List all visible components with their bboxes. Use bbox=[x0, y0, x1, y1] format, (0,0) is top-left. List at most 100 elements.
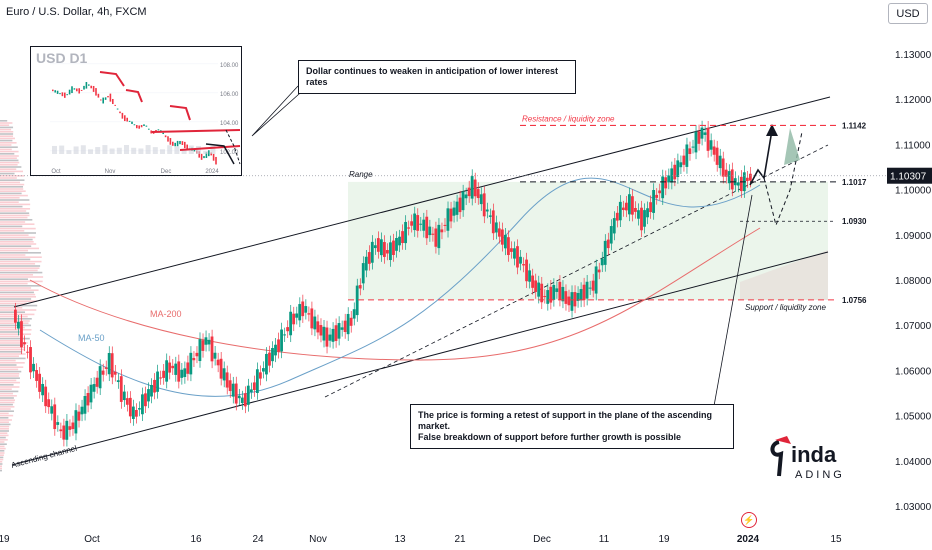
projection-solid bbox=[749, 129, 773, 186]
y-tick-label: 1.08000 bbox=[895, 276, 932, 287]
volume-bar bbox=[0, 353, 26, 355]
candle-body bbox=[286, 327, 290, 332]
inset-volume bbox=[145, 145, 151, 154]
currency-button[interactable]: USD bbox=[888, 3, 928, 24]
volume-bar bbox=[0, 199, 30, 201]
candle-body bbox=[476, 189, 480, 199]
inset-volume bbox=[167, 145, 173, 154]
volume-bar bbox=[0, 375, 19, 377]
volume-bar bbox=[0, 247, 40, 250]
volume-bar bbox=[0, 227, 36, 230]
candle-body bbox=[491, 210, 495, 234]
volume-bar bbox=[0, 337, 30, 340]
volume-bar bbox=[0, 370, 22, 373]
volume-bar bbox=[0, 410, 14, 412]
candle-body bbox=[455, 201, 459, 215]
candle-body bbox=[540, 283, 544, 303]
volume-bar bbox=[0, 430, 10, 432]
candle-body bbox=[47, 399, 51, 408]
inset-candle bbox=[169, 138, 172, 145]
volume-bar bbox=[0, 159, 19, 162]
inset-volume bbox=[66, 150, 72, 154]
volume-bar bbox=[0, 357, 26, 360]
volume-bar bbox=[0, 139, 13, 142]
candle-body bbox=[652, 190, 655, 213]
volume-bar bbox=[0, 241, 34, 243]
volume-bar bbox=[0, 153, 15, 155]
inset-volume bbox=[203, 150, 209, 154]
candle-body bbox=[331, 328, 335, 342]
candle-body bbox=[603, 240, 607, 265]
candle-body bbox=[62, 425, 66, 440]
candle-body bbox=[361, 263, 365, 284]
candle-body bbox=[440, 229, 444, 233]
candle-body bbox=[606, 239, 610, 249]
inset-candle bbox=[138, 125, 140, 129]
candle-body bbox=[367, 252, 371, 264]
candle-body bbox=[437, 224, 441, 249]
logo-text: inda bbox=[791, 442, 837, 467]
candle-body bbox=[53, 404, 57, 430]
inset-candle bbox=[61, 92, 64, 97]
channel-mid bbox=[324, 144, 829, 398]
inset-red-arrow-2 bbox=[125, 89, 143, 103]
volume-bar bbox=[0, 269, 38, 272]
volume-bar bbox=[0, 461, 3, 463]
candle-body bbox=[156, 371, 159, 392]
volume-bar bbox=[0, 172, 15, 175]
candle-body bbox=[413, 213, 417, 231]
candle-body bbox=[192, 357, 196, 361]
candle-body bbox=[128, 397, 132, 417]
top-callout-pointer bbox=[251, 85, 309, 137]
candle-body bbox=[274, 344, 277, 356]
inset-candle bbox=[121, 112, 124, 119]
candle-body bbox=[32, 363, 35, 372]
inset-candle bbox=[104, 97, 107, 100]
bottom-callout-line1: The price is forming a retest of support… bbox=[418, 410, 713, 431]
inset-candle bbox=[193, 149, 196, 152]
y-tick-label: 1.11000 bbox=[895, 140, 931, 151]
inset-candle bbox=[97, 93, 100, 98]
candle-body bbox=[552, 285, 556, 300]
candle-body bbox=[464, 194, 468, 199]
inset-support-line bbox=[179, 145, 241, 151]
inset-red-arrow-3 bbox=[169, 105, 191, 121]
volume-bar bbox=[0, 362, 25, 364]
candle-body bbox=[165, 360, 169, 382]
candle-body bbox=[600, 258, 604, 266]
y-tick-label: 1.13000 bbox=[895, 50, 932, 61]
y-tick-label: 1.03000 bbox=[895, 502, 932, 513]
candle-body bbox=[422, 219, 426, 231]
candle-body bbox=[186, 362, 190, 374]
inset-candle bbox=[186, 144, 188, 150]
inset-candle bbox=[148, 128, 150, 130]
candle-body bbox=[104, 367, 108, 369]
inset-volume bbox=[52, 145, 57, 154]
candle-body bbox=[386, 250, 389, 254]
candle-body bbox=[80, 406, 84, 415]
inset-candle bbox=[80, 89, 83, 91]
lightning-icon[interactable]: ⚡ bbox=[741, 512, 757, 528]
candle-body bbox=[225, 372, 229, 388]
candle-body bbox=[564, 291, 568, 304]
candle-body bbox=[113, 371, 117, 375]
inset-volume bbox=[80, 145, 86, 154]
candle-body bbox=[316, 321, 320, 333]
candle-body bbox=[745, 177, 749, 182]
candle-body bbox=[159, 377, 162, 379]
volume-bar bbox=[0, 302, 27, 305]
candle-body bbox=[280, 329, 283, 352]
candle-body bbox=[694, 131, 698, 153]
inset-volume bbox=[95, 147, 101, 154]
candle-body bbox=[730, 169, 734, 190]
candle-body bbox=[640, 207, 643, 231]
volume-bar bbox=[0, 124, 10, 126]
candle-body bbox=[494, 222, 498, 233]
inset-candle bbox=[212, 153, 215, 161]
volume-bar bbox=[0, 238, 33, 241]
volume-bar bbox=[0, 190, 26, 192]
inset-candle bbox=[95, 88, 97, 96]
ma50-line bbox=[39, 177, 761, 397]
inset-dashed-arrow bbox=[225, 129, 241, 165]
inset-volume bbox=[210, 145, 216, 154]
